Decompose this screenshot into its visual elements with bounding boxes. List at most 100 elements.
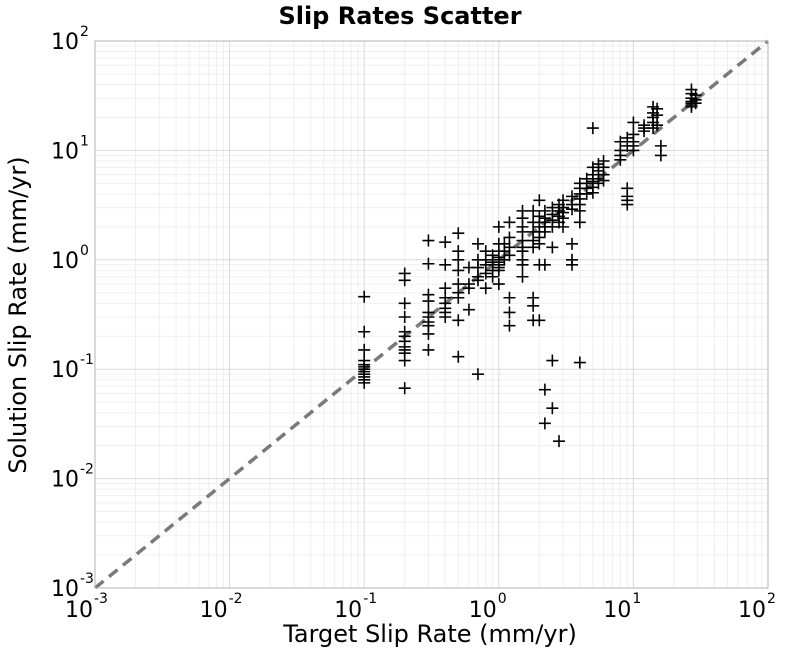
- identity-reference-line: [93, 39, 770, 590]
- tick-exponent: 1: [80, 133, 89, 149]
- tick-base: 10: [51, 249, 79, 274]
- data-point: [398, 311, 411, 324]
- data-point: [358, 376, 371, 389]
- data-point: [503, 291, 516, 304]
- data-point: [533, 314, 546, 327]
- data-point: [516, 258, 529, 271]
- tick-exponent: 1: [632, 591, 641, 607]
- data-point: [422, 257, 435, 270]
- data-point: [452, 350, 465, 363]
- x-axis-label: Target Slip Rate (mm/yr): [282, 620, 577, 648]
- data-point: [479, 267, 492, 280]
- tick-exponent: 0: [80, 243, 89, 259]
- x-tick-label: 10 2: [738, 591, 776, 623]
- tick-exponent: 0: [498, 591, 507, 607]
- data-point: [452, 314, 465, 327]
- data-point: [538, 417, 551, 430]
- data-point: [492, 278, 505, 291]
- y-tick-label: 10 -2: [51, 462, 94, 493]
- data-point: [621, 198, 634, 211]
- data-point: [398, 274, 411, 287]
- data-point: [546, 402, 559, 415]
- data-point: [471, 274, 484, 287]
- data-point: [462, 303, 475, 316]
- data-point: [651, 119, 664, 132]
- data-point: [597, 174, 610, 187]
- x-tick-label: 10 -2: [200, 591, 243, 623]
- y-tick-label: 10 1: [51, 133, 89, 164]
- data-point: [614, 153, 627, 166]
- y-tick-label: 10 -1: [51, 352, 94, 383]
- data-point: [538, 383, 551, 396]
- data-point: [492, 220, 505, 233]
- data-point: [627, 144, 640, 157]
- data-point: [452, 227, 465, 240]
- data-point: [479, 282, 492, 295]
- tick-base: 10: [334, 598, 362, 623]
- data-point: [398, 297, 411, 310]
- data-point: [689, 97, 702, 110]
- tick-exponent: -1: [363, 591, 377, 607]
- data-point: [439, 311, 452, 324]
- data-point: [452, 264, 465, 277]
- data-point: [627, 116, 640, 129]
- data-point: [538, 258, 551, 271]
- data-point: [486, 270, 499, 283]
- plot-frame: [94, 40, 769, 589]
- data-point: [358, 343, 371, 356]
- data-point: [492, 264, 505, 277]
- data-point: [586, 186, 599, 199]
- data-points: [358, 83, 702, 448]
- data-point: [654, 149, 667, 162]
- x-tick-label: 10 -3: [65, 591, 108, 623]
- data-point: [538, 225, 551, 238]
- data-point: [422, 295, 435, 308]
- data-point: [398, 382, 411, 395]
- data-point: [638, 125, 651, 138]
- data-point: [566, 237, 579, 250]
- x-tick-label: 10 0: [469, 591, 507, 623]
- data-point: [358, 325, 371, 338]
- tick-base: 10: [200, 598, 228, 623]
- data-point: [651, 109, 664, 122]
- tick-base: 10: [51, 577, 79, 602]
- data-point: [586, 122, 599, 135]
- tick-exponent: 2: [80, 24, 89, 40]
- tick-base: 10: [65, 598, 93, 623]
- data-point: [452, 253, 465, 266]
- tick-exponent: -1: [80, 352, 94, 368]
- data-point: [439, 258, 452, 271]
- data-point: [533, 237, 546, 250]
- data-point: [580, 187, 593, 200]
- grid-lines: [94, 40, 769, 589]
- data-point: [573, 356, 586, 369]
- data-point: [527, 299, 540, 312]
- y-tick-label: 10 0: [51, 243, 89, 274]
- tick-exponent: -2: [229, 591, 243, 607]
- tick-base: 10: [51, 139, 79, 164]
- data-point: [566, 258, 579, 271]
- data-point: [503, 306, 516, 319]
- tick-base: 10: [51, 358, 79, 383]
- data-point: [533, 194, 546, 207]
- data-point: [573, 216, 586, 229]
- y-tick-label: 10 2: [51, 24, 89, 55]
- data-point: [358, 290, 371, 303]
- data-point: [592, 177, 605, 190]
- data-point: [552, 435, 565, 448]
- tick-exponent: -3: [80, 571, 94, 587]
- y-axis-label: Solution Slip Rate (mm/yr): [4, 156, 32, 473]
- tick-exponent: -2: [80, 462, 94, 478]
- data-point: [503, 319, 516, 332]
- x-tick-label: 10 -1: [334, 591, 377, 623]
- data-point: [422, 234, 435, 247]
- data-point: [452, 291, 465, 304]
- data-point: [546, 220, 559, 233]
- data-point: [566, 203, 579, 216]
- x-tick-label: 10 1: [603, 591, 641, 623]
- tick-base: 10: [469, 598, 497, 623]
- data-point: [471, 237, 484, 250]
- tick-base: 10: [51, 30, 79, 55]
- data-point: [503, 216, 516, 229]
- tick-exponent: 2: [767, 591, 776, 607]
